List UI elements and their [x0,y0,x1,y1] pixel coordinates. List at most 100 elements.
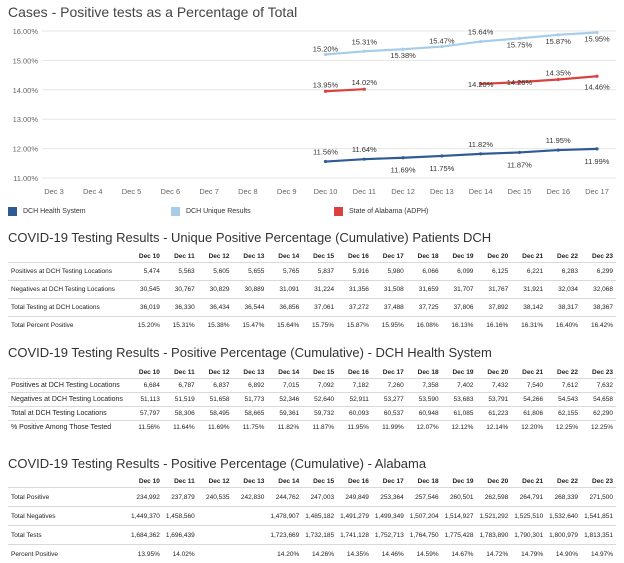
column-header: Dec 21 [522,253,544,260]
table-cell: 58,665 [232,406,268,421]
table-row: % Positive Among Those Tested 11.56% 11.64… [8,420,616,434]
table-title-unique: COVID-19 Testing Results - Unique Positi… [8,230,492,245]
table-cell: 30,767 [162,280,198,299]
row-label: Negatives at DCH Testing Locations [8,392,128,407]
table-cell: 1,752,713 [371,525,407,545]
table-cell: 31,921 [511,280,547,299]
column-header: Dec 23 [592,369,613,376]
series-point-1 [595,30,599,35]
table-cell: 1,741,128 [337,525,372,545]
table-cell: 11.69% [197,420,233,434]
table-cell: 7,540 [511,378,547,393]
y-axis-ticks: 11.00% 12.00% 13.00% 14.00% 15.00% 16.00% [13,27,39,183]
table-header-row: Dec 10 Dec 11 Dec 12 Dec 13 Dec 14 Dec 15 Dec … [8,251,616,263]
table-cell: 14.59% [406,544,442,563]
series-point-0 [440,154,444,158]
column-header: Dec 19 [452,478,474,485]
table-cell: 53,590 [406,392,442,407]
x-axis-ticks: Dec 3 Dec 4 Dec 5 Dec 6 Dec 7 Dec 8 Dec 9 Dec 1… [44,187,609,196]
table-cell: 51,773 [232,392,268,407]
y-tick-label: 16.00% [13,27,39,36]
table-cell: 15.95% [371,316,407,334]
table-cell: 1,696,439 [162,525,198,545]
table-cell: 7,182 [337,378,372,393]
column-header: Dec 14 [278,253,300,260]
y-tick-label: 11.00% [13,174,38,183]
table-cell: 15.75% [302,316,338,334]
table-cell: 1,790,301 [511,525,547,545]
column-header: Dec 16 [347,253,369,260]
column-header: Dec 18 [417,369,439,376]
table-cell: 37,061 [302,298,338,317]
table-alabama: Dec 10 Dec 11 Dec 12 Dec 13 Dec 14 Dec 15 Dec … [8,476,616,563]
table-cell: 52,346 [267,392,303,407]
column-header: Dec 16 [347,478,369,485]
data-label: 15.47% [429,37,455,46]
row-label: Total Percent Positive [8,316,128,334]
column-header: Dec 20 [487,253,509,260]
table-cell: 1,775,428 [441,525,477,545]
row-label: Positives at DCH Testing Locations [8,378,128,393]
row-label: Total Positive [8,487,128,507]
table-row: Total Positive 234,992 237,879 240,535 242,8… [8,487,616,507]
data-label: 11.99% [585,157,610,166]
table-cell: 11.95% [337,420,372,434]
table-cell: 7,632 [580,378,616,393]
table-title-alabama: COVID-19 Testing Results - Positive Perc… [8,456,427,471]
table-cell: 1,485,182 [302,506,338,526]
table-cell: 16.13% [441,316,477,334]
table-cell: 32,034 [546,280,581,299]
table-cell: 31,508 [371,280,407,299]
table-cell: 12.25% [580,420,616,434]
table-cell: 7,260 [371,378,407,393]
table-cell: 1,732,185 [302,525,338,545]
table-cell: 6,099 [441,262,477,281]
data-label: 15.75% [507,40,533,49]
x-tick-label: Dec 11 [353,187,376,196]
table-cell: 38,142 [511,298,547,317]
table-cell: 271,500 [580,487,616,507]
table-cell: 11.87% [302,420,338,434]
column-header: Dec 14 [278,478,300,485]
table-cell: 12.14% [476,420,512,434]
table-cell: 253,364 [371,487,407,507]
table-cell: 32,068 [580,280,616,299]
table-cell: 62,290 [580,406,616,421]
x-tick-label: Dec 12 [391,187,415,196]
column-header: Dec 11 [174,253,195,260]
table-row: Percent Positive 13.95% 14.02% 14.20% 14.26%… [8,544,616,563]
table-cell: 60,948 [406,406,442,421]
table-cell: 58,306 [162,406,198,421]
series-point-1 [362,49,366,53]
table-cell: 31,224 [302,280,338,299]
series-line-2 [325,88,365,93]
table-cell: 37,272 [337,298,372,317]
data-label: 15.64% [468,28,494,37]
table-cell [197,544,233,563]
column-header: Dec 14 [278,369,300,376]
x-tick-label: Dec 16 [546,187,570,196]
legend-swatch [8,207,17,216]
table-cell: 14.46% [371,544,407,563]
table-cell: 1,764,750 [406,525,442,545]
table-cell: 11.64% [162,420,198,434]
table-cell: 1,458,560 [162,506,198,526]
series-point-1 [440,44,444,49]
table-cell: 15.87% [337,316,372,334]
table-cell: 6,125 [476,262,512,281]
column-header: Dec 12 [208,253,230,260]
table-cell: 1,541,851 [580,506,616,526]
column-header: Dec 17 [382,478,404,485]
table-cell: 15.20% [128,316,163,334]
table-cell: 36,434 [197,298,233,317]
x-tick-label: Dec 13 [430,187,454,196]
table-cell: 11.82% [267,420,303,434]
table-cell: 5,765 [267,262,303,281]
data-label: 14.20% [468,80,494,89]
table-cell: 260,501 [441,487,477,507]
table-cell: 52,640 [302,392,338,407]
table-cell: 14.35% [337,544,372,563]
series-point-1 [517,36,522,40]
column-header: Dec 10 [138,253,160,260]
table-cell: 6,892 [232,378,268,393]
